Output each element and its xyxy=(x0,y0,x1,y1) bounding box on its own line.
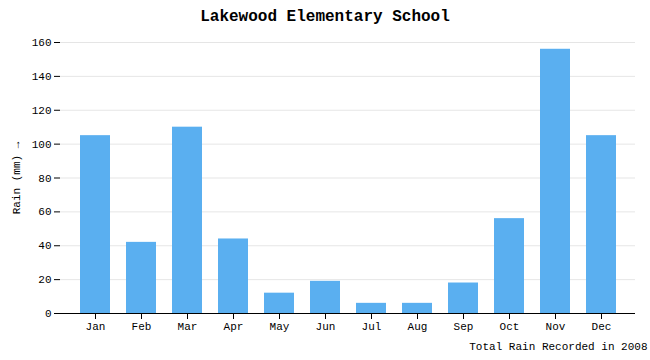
svg-text:Sep: Sep xyxy=(454,321,474,333)
svg-text:60: 60 xyxy=(38,206,51,218)
svg-text:Aug: Aug xyxy=(408,321,428,333)
svg-text:Rain (mm) →: Rain (mm) → xyxy=(11,141,23,214)
svg-text:120: 120 xyxy=(32,105,52,117)
svg-text:0: 0 xyxy=(45,308,52,320)
svg-text:Jul: Jul xyxy=(362,321,382,333)
svg-text:May: May xyxy=(270,321,290,333)
svg-text:Total Rain Recorded in 2008: Total Rain Recorded in 2008 xyxy=(469,341,647,353)
svg-text:Jun: Jun xyxy=(316,321,336,333)
svg-text:140: 140 xyxy=(32,71,52,83)
svg-text:Nov: Nov xyxy=(546,321,566,333)
html-text:Lakewood Elementary School: Lakewood Elementary School xyxy=(200,8,450,26)
svg-text:Feb: Feb xyxy=(132,321,152,333)
svg-text:80: 80 xyxy=(38,173,51,185)
svg-text:Apr: Apr xyxy=(224,321,244,333)
svg-text:100: 100 xyxy=(32,139,52,151)
svg-text:Mar: Mar xyxy=(178,321,198,333)
svg-text:Jan: Jan xyxy=(86,321,106,333)
svg-text:Oct: Oct xyxy=(500,321,520,333)
svg-text:20: 20 xyxy=(38,274,51,286)
svg-text:160: 160 xyxy=(32,37,52,49)
svg-text:40: 40 xyxy=(38,240,51,252)
svg-text:Dec: Dec xyxy=(592,321,612,333)
